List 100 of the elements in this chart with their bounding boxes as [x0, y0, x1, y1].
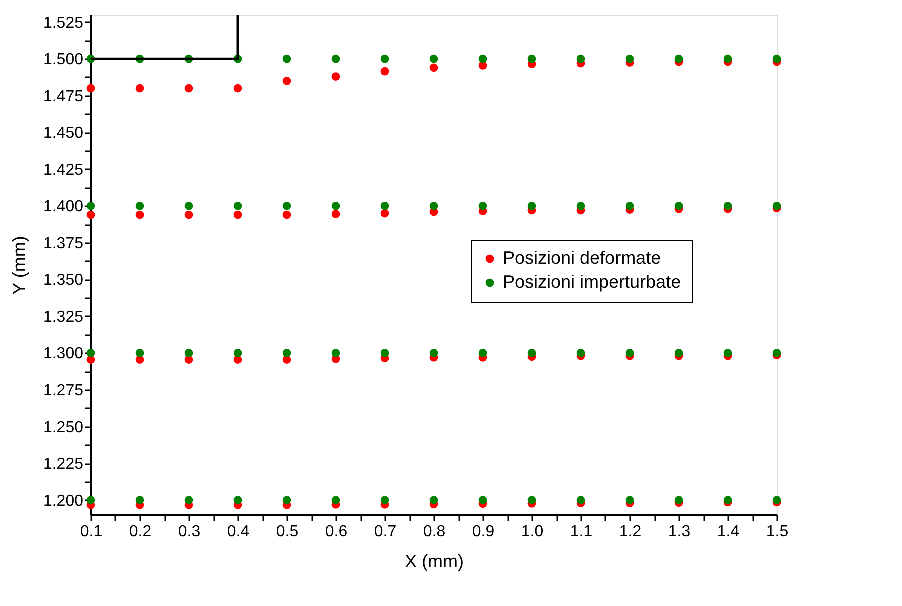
point — [332, 349, 340, 358]
x-tick-label: 1.4 — [717, 524, 740, 540]
x-tick-label: 1.2 — [619, 524, 642, 540]
y-tick-label: 1.450 — [43, 125, 84, 142]
point — [332, 72, 340, 81]
y-tick-label: 1.425 — [43, 162, 84, 179]
point — [184, 84, 194, 93]
point — [136, 496, 144, 504]
point — [332, 210, 340, 218]
x-tick-label: 0.7 — [374, 524, 397, 540]
point — [478, 349, 488, 358]
point — [478, 202, 488, 210]
point — [576, 54, 586, 64]
point — [184, 349, 194, 358]
point — [724, 202, 732, 210]
y-tick-label: 1.200 — [43, 492, 84, 510]
x-tick-label: 0.8 — [423, 524, 446, 540]
y-tick-label: 1.250 — [43, 419, 84, 436]
x-axis-title: X (mm) — [405, 552, 464, 572]
y-tick-label: 1.475 — [43, 88, 84, 106]
point — [430, 64, 438, 72]
y-tick-label: 1.225 — [43, 456, 84, 474]
x-tick-label: 1.1 — [570, 524, 593, 540]
x-tick-label: 1.5 — [766, 524, 789, 540]
point — [136, 202, 144, 210]
point — [674, 54, 684, 64]
x-tick-label: 0.2 — [129, 524, 152, 540]
legend-label: Posizioni deformate — [503, 248, 662, 268]
point — [234, 210, 242, 220]
point — [674, 349, 684, 358]
point — [332, 54, 340, 64]
point — [528, 202, 536, 210]
point — [282, 202, 292, 210]
point — [430, 202, 438, 210]
point — [86, 496, 96, 504]
point — [234, 202, 242, 210]
point — [626, 496, 634, 504]
legend-label: Posizioni imperturbate — [503, 272, 682, 292]
point — [184, 202, 194, 210]
point — [380, 209, 390, 218]
point — [626, 54, 634, 64]
point — [86, 202, 96, 210]
y-axis-title: Y (mm) — [9, 236, 30, 295]
y-tick-label: 1.275 — [43, 382, 84, 400]
point — [184, 496, 194, 504]
point — [282, 349, 292, 358]
point — [772, 496, 782, 504]
point — [674, 202, 684, 210]
point — [380, 202, 390, 210]
point — [380, 67, 390, 76]
point — [380, 496, 390, 504]
point — [724, 496, 732, 504]
y-tick-label: 1.500 — [43, 52, 84, 69]
x-tick-label: 0.4 — [227, 524, 250, 540]
point — [528, 496, 536, 504]
point — [332, 496, 340, 504]
x-tick-label: 0.6 — [325, 524, 348, 540]
x-tick-label: 0.5 — [276, 524, 299, 540]
x-tick-label: 0.3 — [178, 524, 201, 540]
x-tick-label: 1.3 — [668, 524, 691, 540]
point — [528, 54, 536, 64]
point — [478, 54, 488, 64]
point — [86, 210, 96, 220]
point — [626, 202, 634, 210]
point — [282, 496, 292, 504]
x-tick-label: 0.9 — [472, 524, 495, 540]
point — [234, 84, 242, 93]
point — [478, 496, 488, 504]
point — [430, 54, 438, 64]
point — [380, 349, 390, 358]
point — [136, 84, 144, 93]
y-tick-label: 1.525 — [43, 14, 84, 32]
point — [772, 349, 782, 358]
point — [380, 54, 390, 64]
point — [136, 349, 144, 358]
point — [184, 210, 194, 220]
point — [136, 210, 144, 220]
point — [528, 349, 536, 358]
point — [674, 496, 684, 504]
point — [724, 349, 732, 358]
point — [576, 349, 586, 358]
x-tick-label: 0.1 — [80, 524, 103, 540]
y-tick-label: 1.400 — [43, 198, 84, 216]
point — [724, 54, 732, 64]
point — [332, 202, 340, 210]
point — [576, 496, 586, 504]
point — [576, 202, 586, 210]
point — [234, 349, 242, 358]
point — [430, 496, 438, 504]
point — [430, 349, 438, 358]
point — [86, 349, 96, 358]
point — [234, 496, 242, 504]
y-tick-label: 1.325 — [43, 308, 84, 326]
point — [282, 210, 292, 220]
y-tick-label: 1.350 — [43, 272, 84, 290]
point — [626, 349, 634, 358]
point — [282, 54, 292, 64]
point — [772, 202, 782, 210]
y-tick-label: 1.375 — [43, 235, 84, 252]
point — [282, 77, 292, 86]
